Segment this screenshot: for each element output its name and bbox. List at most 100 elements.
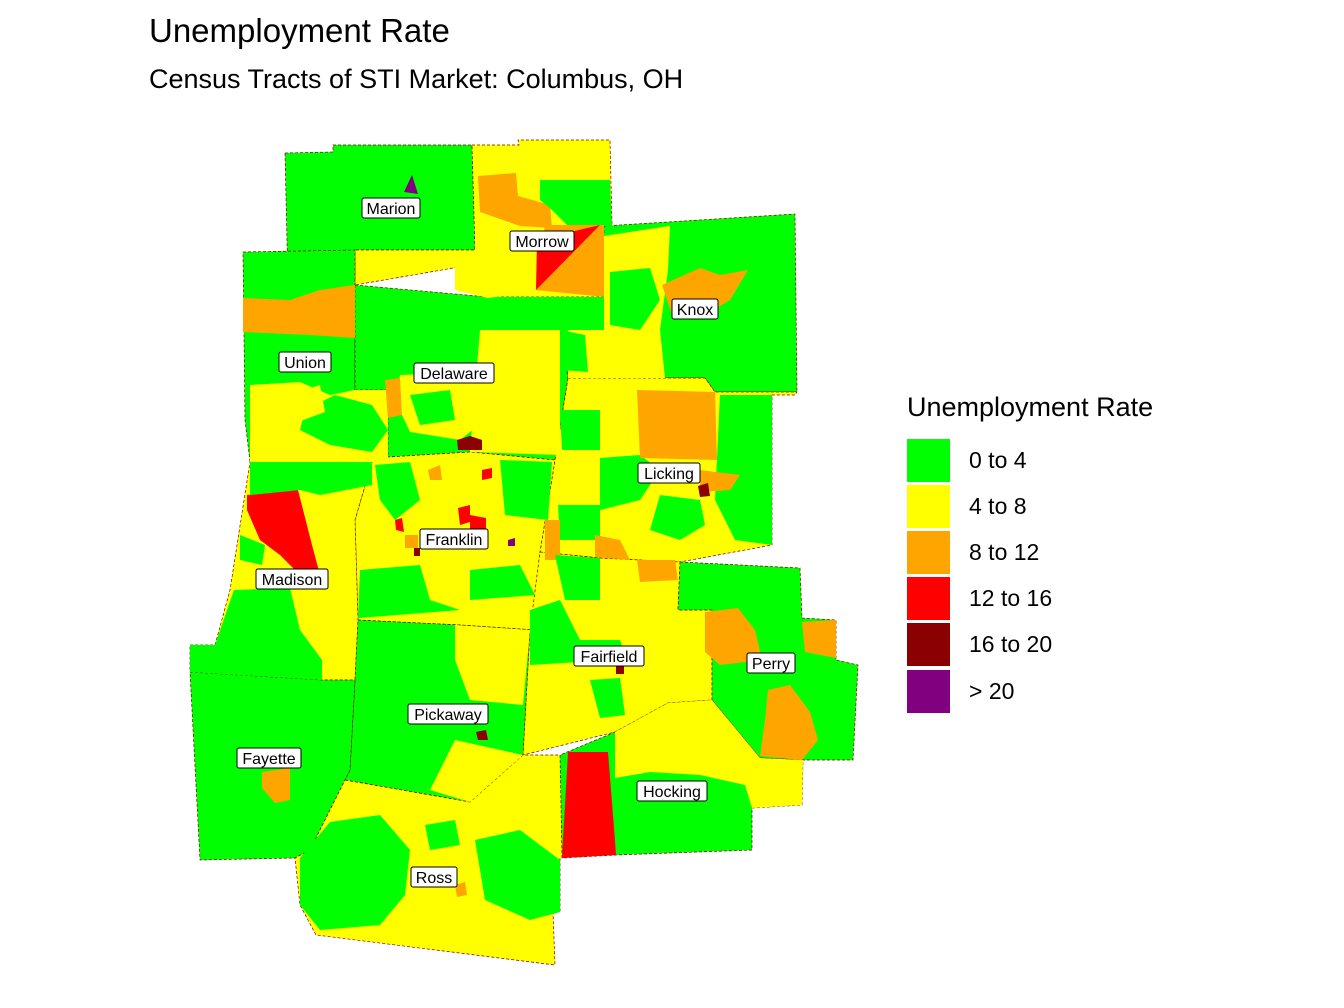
county-label-ross: Ross xyxy=(410,866,458,888)
tract-patch xyxy=(637,560,678,582)
tract-patch xyxy=(458,505,470,525)
legend-label: 16 to 20 xyxy=(969,631,1053,658)
tract-patch xyxy=(290,385,325,422)
svg-text:Knox: Knox xyxy=(677,302,713,319)
tract-patch xyxy=(500,460,552,520)
legend-item: 0 to 4 xyxy=(907,437,1153,483)
legend-item: 4 to 8 xyxy=(907,483,1153,529)
tract-patch xyxy=(375,462,420,520)
tract-patch xyxy=(243,285,355,338)
legend-item: 12 to 16 xyxy=(907,576,1153,622)
legend-label: 0 to 4 xyxy=(969,446,1027,473)
tract-patch xyxy=(560,410,600,450)
legend-swatch xyxy=(907,484,950,528)
legend-title: Unemployment Rate xyxy=(907,392,1154,422)
tract-patch xyxy=(470,565,535,600)
county-label-perry: Perry xyxy=(746,652,796,674)
tract-patch xyxy=(240,535,265,565)
tract-patch xyxy=(247,490,320,575)
svg-text:Franklin: Franklin xyxy=(426,532,483,549)
tract-patch xyxy=(698,483,710,497)
county-label-morrow: Morrow xyxy=(509,230,575,252)
tract-patch xyxy=(250,462,372,495)
svg-text:Morrow: Morrow xyxy=(515,234,569,251)
svg-text:Delaware: Delaware xyxy=(420,366,488,383)
tract-patch xyxy=(540,180,612,226)
legend-label: > 20 xyxy=(969,677,1015,704)
legend-item: > 20 xyxy=(907,668,1153,714)
tract-patch xyxy=(410,390,455,425)
county-label-licking: Licking xyxy=(637,462,701,484)
county-label-marion: Marion xyxy=(361,197,421,219)
tract-patch xyxy=(470,515,486,532)
county-label-fairfield: Fairfield xyxy=(573,645,645,667)
county-label-madison: Madison xyxy=(255,568,329,590)
county-label-union: Union xyxy=(278,351,332,373)
svg-text:Licking: Licking xyxy=(644,466,694,483)
legend-label: 4 to 8 xyxy=(969,492,1027,519)
tract-patch xyxy=(760,685,818,760)
county-label-franklin: Franklin xyxy=(419,528,489,550)
legend-swatch xyxy=(907,530,950,574)
tract-patch xyxy=(470,330,560,455)
tract-patch xyxy=(476,730,488,740)
legend-label: 8 to 12 xyxy=(969,538,1040,565)
county-label-knox: Knox xyxy=(671,298,719,320)
tract-patch xyxy=(637,390,717,460)
map-title: Unemployment Rate xyxy=(149,12,450,49)
tract-patch xyxy=(414,548,420,556)
tract-patches xyxy=(190,173,836,930)
tract-patch xyxy=(490,297,605,332)
county-labels: Marion Morrow Knox Union Delaware Lickin… xyxy=(236,197,796,888)
tract-patch xyxy=(615,700,803,808)
tract-patch xyxy=(650,495,705,540)
tract-patch xyxy=(595,535,630,560)
tract-patch xyxy=(404,175,418,194)
tract-patch xyxy=(590,678,625,718)
tract-patch xyxy=(555,555,600,600)
legend-item: 8 to 12 xyxy=(907,529,1153,575)
county-label-delaware: Delaware xyxy=(413,362,495,384)
svg-text:Marion: Marion xyxy=(367,201,416,218)
legend-swatch xyxy=(907,623,950,667)
tract-patch xyxy=(428,465,442,480)
tract-patch xyxy=(405,535,418,548)
legend-swatch xyxy=(907,577,950,621)
tract-patch xyxy=(558,505,600,540)
svg-text:Hocking: Hocking xyxy=(643,784,701,801)
tract-patch xyxy=(545,520,560,560)
svg-text:Union: Union xyxy=(284,355,326,372)
tract-patch xyxy=(395,518,404,532)
tract-patch xyxy=(482,468,492,480)
tract-patch xyxy=(568,330,665,378)
tract-patch xyxy=(358,565,460,618)
legend-label: 12 to 16 xyxy=(969,585,1053,612)
svg-text:Madison: Madison xyxy=(262,572,322,589)
tract-patch xyxy=(562,752,616,858)
county-label-fayette: Fayette xyxy=(236,747,302,769)
tract-patch xyxy=(610,268,660,330)
svg-text:Pickaway: Pickaway xyxy=(414,707,482,724)
tract-patch xyxy=(715,395,772,545)
legend-swatch xyxy=(907,438,950,482)
tract-patch xyxy=(457,436,482,450)
county-label-hocking: Hocking xyxy=(636,780,708,802)
tract-patch xyxy=(430,740,523,802)
map-subtitle: Census Tracts of STI Market: Columbus, O… xyxy=(149,64,684,94)
legend-item: 16 to 20 xyxy=(907,622,1153,668)
legend: Unemployment Rate 0 to 4 4 to 8 8 to 12 … xyxy=(907,392,1153,714)
tract-patch xyxy=(455,882,467,897)
tract-patch xyxy=(508,538,515,546)
tract-patch xyxy=(705,608,762,665)
tract-patch xyxy=(700,470,740,492)
tract-patch xyxy=(802,620,836,658)
tract-patch xyxy=(190,588,322,680)
tract-patch xyxy=(478,173,552,228)
county-label-pickaway: Pickaway xyxy=(407,703,489,725)
svg-text:Fairfield: Fairfield xyxy=(581,649,638,666)
tract-patch xyxy=(262,768,290,803)
tract-patch xyxy=(300,815,410,930)
tract-patch xyxy=(425,820,460,850)
tract-patch xyxy=(560,330,588,372)
